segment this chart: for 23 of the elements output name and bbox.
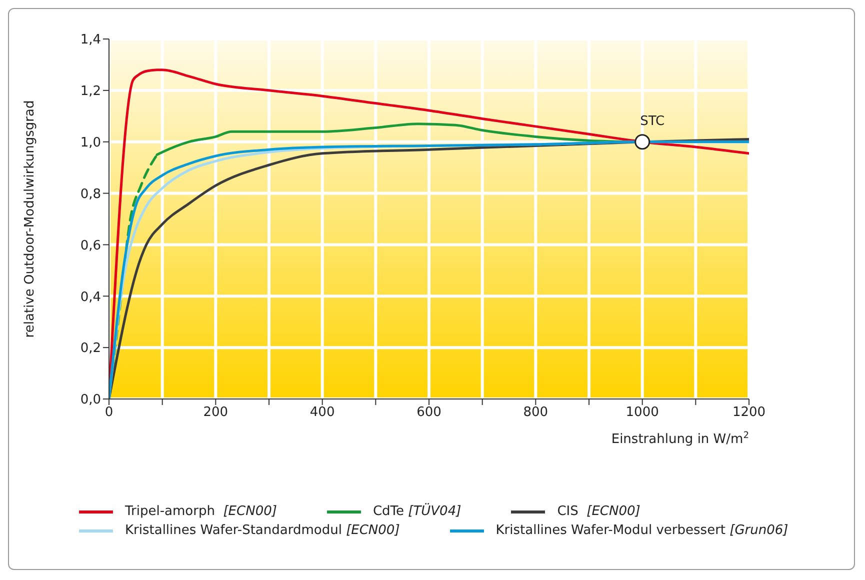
x-tick-label: 1000 <box>626 405 659 420</box>
annotation: STC <box>640 114 665 129</box>
x-tick-label: 200 <box>203 405 228 420</box>
y-tick-label: 1,2 <box>80 84 101 100</box>
legend-label: CdTe [TÜV04] <box>372 504 462 519</box>
y-axis-title: relative Outdoor-Modulwirkungsgrad <box>22 100 38 338</box>
y-tick-label: 1,0 <box>80 135 101 150</box>
y-tick-label: 0,6 <box>80 238 101 254</box>
x-tick-label: 800 <box>523 405 548 420</box>
y-tick-label: 1,4 <box>80 32 101 48</box>
legend-label: Tripel-amorph [ECN00] <box>125 504 277 519</box>
x-tick-label: 1200 <box>732 405 766 420</box>
y-tick-label: 0,0 <box>80 392 101 408</box>
legend-label: Kristallines Wafer-Modul verbessert [Grun06] <box>496 523 788 538</box>
x-axis-title: Einstrahlung in W/m$^{2}$ <box>611 431 749 447</box>
y-tick-label: 0,2 <box>80 341 101 356</box>
x-tick-label: 600 <box>416 405 442 420</box>
y-tick-label: 0,8 <box>80 186 101 202</box>
x-tick-label: 0 <box>104 405 114 420</box>
legend-label: Kristallines Wafer-Standardmodul [ECN00] <box>125 523 400 538</box>
x-tick-label: 400 <box>310 405 335 420</box>
legend-label: CIS [ECN00] <box>557 504 640 519</box>
y-tick-label: 0,4 <box>80 290 101 305</box>
